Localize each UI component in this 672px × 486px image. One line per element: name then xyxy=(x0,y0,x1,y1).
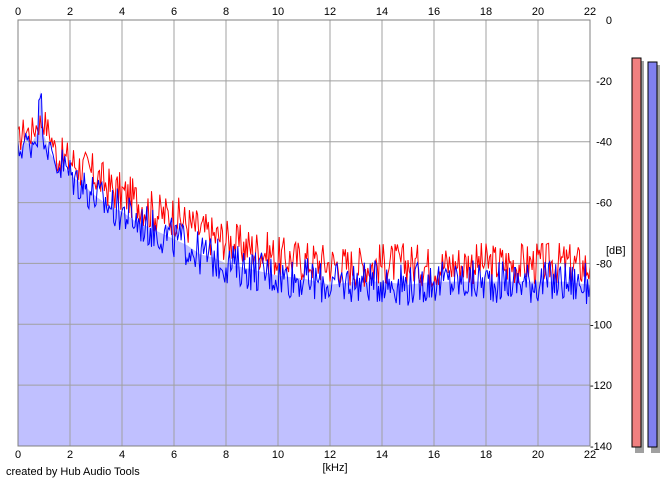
x-tick-label-bottom: 4 xyxy=(119,449,125,461)
plot-frame xyxy=(17,19,591,447)
x-tick-label-top: 14 xyxy=(376,6,388,18)
spectrum-fill xyxy=(18,89,590,446)
x-tick-label-bottom: 22 xyxy=(584,449,596,461)
level-meters xyxy=(631,57,660,453)
x-tick-label-top: 0 xyxy=(15,6,21,18)
x-tick-label-bottom: 14 xyxy=(376,449,388,461)
x-tick-label-top: 4 xyxy=(119,6,125,18)
x-axis-label: [kHz] xyxy=(322,462,347,474)
x-tick-label-bottom: 16 xyxy=(428,449,440,461)
level-meter-bar xyxy=(647,61,658,448)
x-tick-label-bottom: 12 xyxy=(324,449,336,461)
credit-text: created by Hub Audio Tools xyxy=(6,466,140,478)
y-tick-label: -140 xyxy=(590,441,612,453)
y-tick-label: -60 xyxy=(596,198,612,210)
level-meter-bar xyxy=(631,57,642,448)
x-tick-label-top: 6 xyxy=(171,6,177,18)
x-tick-label-top: 16 xyxy=(428,6,440,18)
x-tick-label-top: 2 xyxy=(67,6,73,18)
x-tick-label-top: 12 xyxy=(324,6,336,18)
series-line-blue xyxy=(17,93,591,306)
x-tick-label-bottom: 0 xyxy=(15,449,21,461)
x-tick-label-top: 20 xyxy=(532,6,544,18)
spectrum-area xyxy=(18,89,590,446)
x-tick-label-bottom: 8 xyxy=(223,449,229,461)
x-tick-label-bottom: 6 xyxy=(171,449,177,461)
x-tick-label-bottom: 10 xyxy=(272,449,284,461)
x-tick-label-top: 8 xyxy=(223,6,229,18)
x-tick-label-bottom: 2 xyxy=(67,449,73,461)
x-tick-label-top: 22 xyxy=(584,6,596,18)
y-tick-label: -20 xyxy=(596,76,612,88)
y-tick-label: -80 xyxy=(596,258,612,270)
x-tick-label-top: 18 xyxy=(480,6,492,18)
x-tick-label-bottom: 18 xyxy=(480,449,492,461)
y-axis-label: [dB] xyxy=(606,245,626,257)
y-tick-label: -100 xyxy=(590,319,612,331)
y-tick-label: -120 xyxy=(590,380,612,392)
y-tick-label: -40 xyxy=(596,137,612,149)
spectrum-series xyxy=(17,93,591,306)
x-tick-label-bottom: 20 xyxy=(532,449,544,461)
y-tick-label: 0 xyxy=(606,15,612,27)
x-tick-label-top: 10 xyxy=(272,6,284,18)
series-line-red xyxy=(17,111,591,288)
y-axis-ticks: 0 -20 -40 -60 -80 -100 -120 -140 xyxy=(590,15,612,453)
